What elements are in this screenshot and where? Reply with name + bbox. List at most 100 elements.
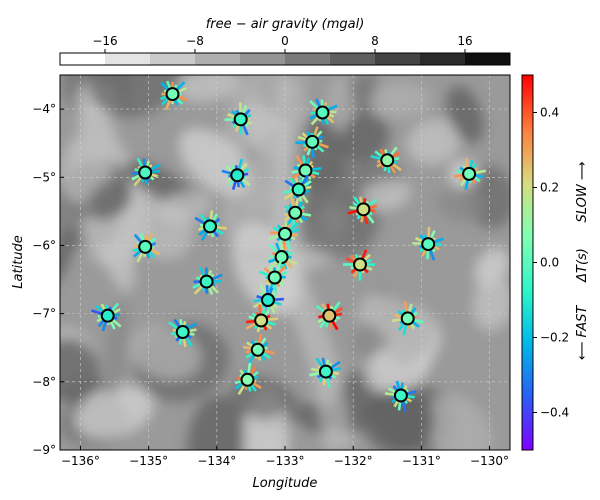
y-axis-ticks: −4° −5° −6° −7° −8° −9° [32, 102, 64, 457]
gravity-colorbar-cell [375, 53, 420, 65]
station [168, 318, 197, 348]
map-panel: −136° −135° −134° −133° −132° −131° −130° −4°−… [11, 74, 511, 491]
station-marker [421, 237, 436, 252]
y-tick-label: −5° [32, 170, 56, 184]
gravity-contour-blob [89, 75, 182, 118]
station [194, 210, 228, 241]
station-marker [250, 342, 265, 357]
gravity-colorbar-ticks: −16 −8 0 8 16 [92, 34, 473, 53]
station [192, 266, 223, 295]
y-tick-label: −9° [32, 443, 56, 457]
gravity-contour-blob [187, 395, 245, 450]
delta-t-tick-label: −0.2 [540, 331, 569, 345]
y-tick-label: −8° [32, 375, 56, 389]
gravity-contour-blob [406, 118, 461, 166]
station [412, 227, 444, 261]
gravity-contour-blob [435, 186, 484, 222]
station-marker [462, 166, 477, 181]
colorbar-slow-label: SLOW ⟶ [575, 162, 590, 223]
station-marker [318, 364, 333, 379]
station-marker [278, 226, 292, 241]
station-marker [315, 105, 330, 120]
delta-t-tick-label: 0.4 [540, 106, 559, 120]
station-marker [260, 293, 275, 307]
gravity-colorbar-cell [240, 53, 285, 65]
station-marker [165, 87, 180, 102]
colorbar-fast-label: ⟵ FAST [575, 305, 590, 361]
station-marker [274, 250, 289, 265]
station [384, 380, 417, 413]
station [391, 301, 424, 336]
gravity-contour-blob [157, 191, 211, 223]
colorbar-dt-label: ΔT(s) [575, 248, 590, 283]
gravity-tick-label: −8 [186, 34, 204, 48]
delta-t-colorbar-gradient [521, 74, 534, 451]
gravity-colorbar-cell [105, 53, 150, 65]
gravity-ridge [272, 76, 354, 450]
gravity-contour-blob [472, 276, 510, 331]
station [283, 195, 312, 230]
gravity-tick-label: 0 [281, 34, 289, 48]
x-tick-label: −130° [470, 454, 509, 468]
station-marker [267, 270, 282, 285]
gravity-colorbar-cell [330, 53, 375, 65]
delta-t-tick-label: −0.4 [540, 406, 569, 420]
gravity-contour-blob [327, 77, 355, 138]
gravity-contour-blob [89, 178, 132, 218]
x-tick-label: −131° [402, 454, 441, 468]
x-tick-label: −134° [197, 454, 236, 468]
station-marker [233, 112, 248, 127]
x-tick-label: −136° [61, 454, 100, 468]
x-tick-label: −132° [334, 454, 373, 468]
y-tick-label: −6° [32, 238, 56, 252]
station [283, 174, 312, 204]
station [295, 126, 329, 158]
gravity-colorbar-cell [195, 53, 240, 65]
gravity-contour-blob [363, 389, 436, 450]
station [224, 102, 253, 136]
station [342, 249, 376, 281]
delta-t-colorbar: 0.4 0.2 0.0 −0.2 −0.4 SLOW ⟶ ΔT(s) ⟵ FAST [521, 74, 590, 451]
y-axis-label: Latitude [11, 235, 26, 289]
gravity-contour-blob [351, 323, 382, 358]
y-tick-label: −4° [32, 102, 56, 116]
station [234, 362, 262, 396]
station [132, 232, 161, 263]
station-marker [175, 325, 190, 340]
delta-t-colorbar-ticks: 0.4 0.2 0.0 −0.2 −0.4 [533, 106, 569, 420]
station [159, 80, 188, 111]
station-marker [199, 274, 214, 289]
x-axis-ticks: −136° −135° −134° −133° −132° −131° −130° [61, 446, 509, 468]
delta-t-tick-label: 0.0 [540, 256, 559, 270]
station [221, 158, 251, 191]
station-marker [322, 308, 337, 323]
gravity-colorbar-cell [285, 53, 330, 65]
station [347, 196, 378, 225]
gravity-colorbar-cell [150, 53, 195, 65]
station [370, 146, 402, 174]
station-marker [230, 168, 245, 183]
gravity-colorbar-cell [60, 53, 105, 65]
station-marker [138, 165, 153, 180]
gravity-colorbar: free − air gravity (mgal) −16 −8 0 8 16 [59, 17, 511, 66]
station [315, 301, 343, 331]
station [245, 304, 279, 333]
station [242, 333, 275, 364]
station-marker [380, 153, 395, 168]
station [131, 157, 161, 187]
gravity-contour-blob [339, 115, 390, 162]
x-axis-label: Longitude [253, 476, 318, 491]
station-marker [305, 134, 320, 149]
gravity-tick-label: 8 [371, 34, 379, 48]
station [268, 221, 300, 250]
station [454, 157, 487, 190]
station [268, 242, 298, 270]
gravity-colorbar-cells [60, 53, 510, 65]
gravity-contour-blob [74, 385, 154, 439]
station-marker [203, 219, 217, 234]
station-marker [393, 388, 408, 403]
delta-t-tick-label: 0.2 [540, 181, 559, 195]
gravity-colorbar-cell [465, 53, 510, 65]
station [309, 98, 338, 126]
